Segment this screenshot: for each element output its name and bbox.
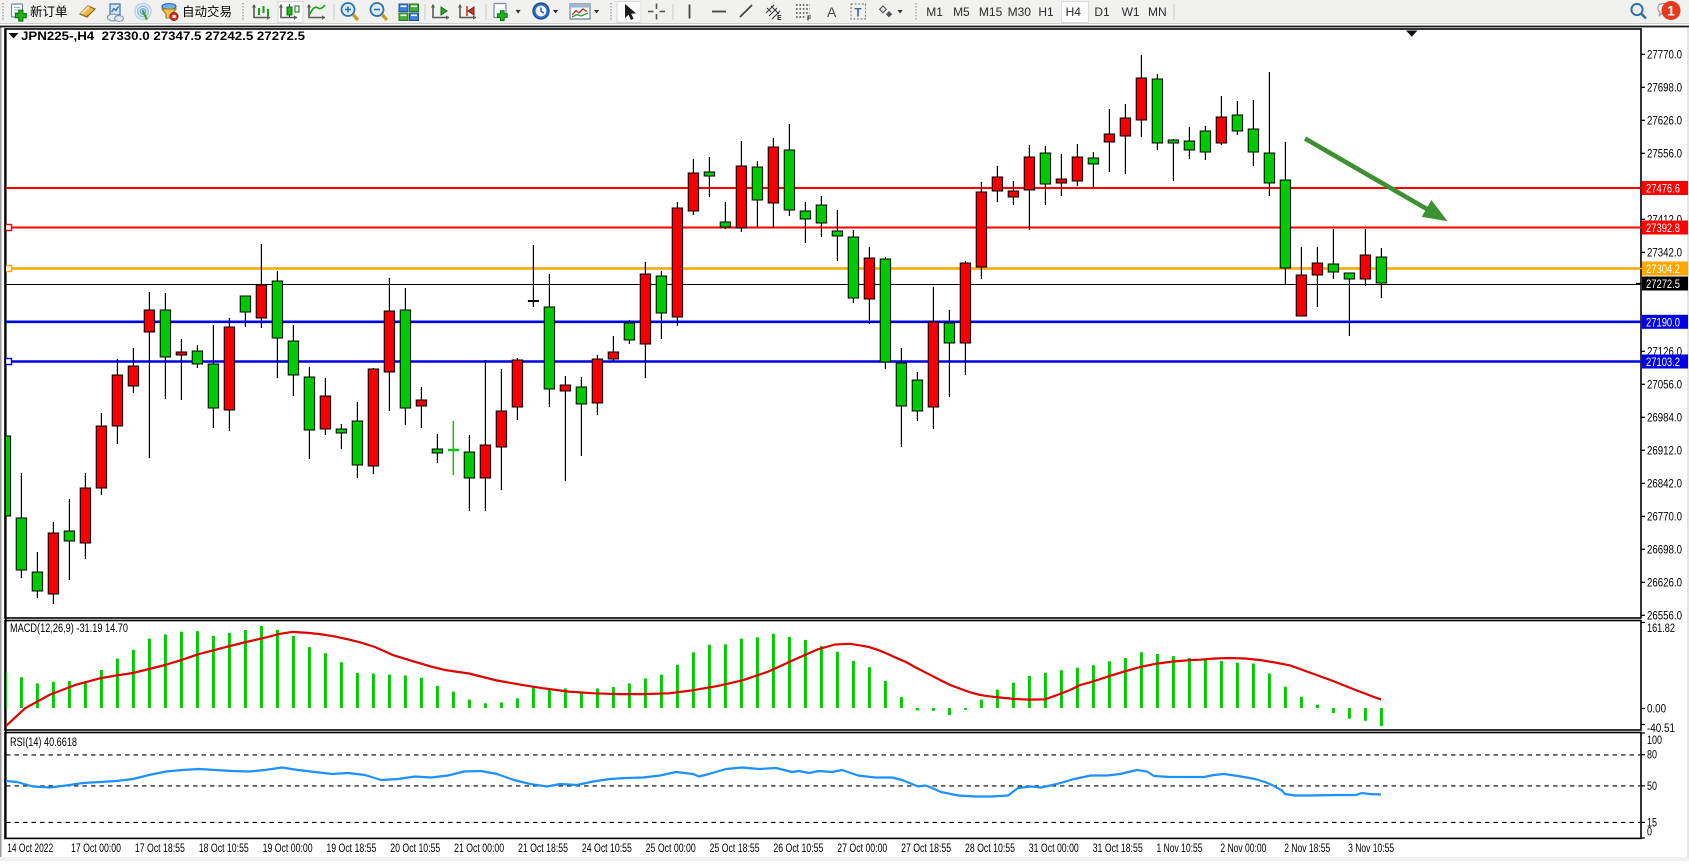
svg-text:14 Oct 2022: 14 Oct 2022 [7, 843, 53, 855]
svg-text:21 Oct 00:00: 21 Oct 00:00 [454, 843, 504, 855]
svg-text:H4: H4 [1066, 5, 1082, 19]
svg-text:MN: MN [1148, 5, 1167, 19]
svg-text:3 Nov 10:55: 3 Nov 10:55 [1348, 843, 1394, 855]
svg-text:31 Oct 00:00: 31 Oct 00:00 [1029, 843, 1079, 855]
svg-text:自动交易: 自动交易 [182, 4, 232, 19]
svg-text:T: T [855, 8, 862, 20]
svg-text:W1: W1 [1122, 5, 1140, 19]
svg-text:27392.8: 27392.8 [1646, 223, 1680, 235]
svg-text:80: 80 [1647, 750, 1657, 762]
svg-text:19 Oct 00:00: 19 Oct 00:00 [263, 843, 313, 855]
svg-text:D1: D1 [1094, 5, 1110, 19]
svg-text:26 Oct 10:55: 26 Oct 10:55 [773, 843, 823, 855]
svg-text:100: 100 [1647, 735, 1662, 747]
svg-text:27 Oct 00:00: 27 Oct 00:00 [837, 843, 887, 855]
svg-text:19 Oct 18:55: 19 Oct 18:55 [326, 843, 376, 855]
svg-text:27770.0: 27770.0 [1647, 49, 1682, 61]
svg-text:1 Nov 10:55: 1 Nov 10:55 [1157, 843, 1203, 855]
svg-text:31 Oct 18:55: 31 Oct 18:55 [1093, 843, 1143, 855]
svg-text:M1: M1 [926, 5, 943, 19]
svg-text:27342.0: 27342.0 [1647, 247, 1682, 259]
svg-text:26698.0: 26698.0 [1647, 544, 1682, 556]
svg-text:20 Oct 10:55: 20 Oct 10:55 [390, 843, 440, 855]
svg-text:27626.0: 27626.0 [1647, 115, 1682, 127]
svg-text:2 Nov 00:00: 2 Nov 00:00 [1220, 843, 1266, 855]
svg-text:26842.0: 26842.0 [1647, 478, 1682, 490]
svg-text:JPN225-,H4 27330.0 27347.5 27: JPN225-,H4 27330.0 27347.5 27242.5 27272… [21, 29, 305, 43]
svg-text:E: E [777, 15, 782, 22]
svg-text:M5: M5 [953, 5, 970, 19]
svg-text:28 Oct 10:55: 28 Oct 10:55 [965, 843, 1015, 855]
svg-text:2 Nov 18:55: 2 Nov 18:55 [1284, 843, 1330, 855]
svg-text:50: 50 [1647, 781, 1657, 793]
svg-text:H1: H1 [1038, 5, 1054, 19]
svg-text:17 Oct 00:00: 17 Oct 00:00 [71, 843, 121, 855]
svg-text:26770.0: 26770.0 [1647, 511, 1682, 523]
svg-text:27190.0: 27190.0 [1646, 317, 1680, 329]
svg-text:新订单: 新订单 [30, 4, 68, 19]
svg-text:27698.0: 27698.0 [1647, 82, 1682, 94]
svg-text:F: F [807, 16, 812, 23]
svg-text:17 Oct 18:55: 17 Oct 18:55 [135, 843, 185, 855]
svg-text:27476.6: 27476.6 [1646, 184, 1680, 196]
svg-text:27272.5: 27272.5 [1646, 279, 1680, 291]
svg-text:0: 0 [1647, 827, 1652, 839]
svg-text:18 Oct 10:55: 18 Oct 10:55 [199, 843, 249, 855]
svg-text:0.00: 0.00 [1647, 704, 1666, 716]
svg-text:26912.0: 26912.0 [1647, 445, 1682, 457]
svg-text:1: 1 [1667, 4, 1675, 19]
svg-text:M30: M30 [1008, 5, 1032, 19]
svg-text:MACD(12,26,9) -31.19 14.70: MACD(12,26,9) -31.19 14.70 [10, 623, 128, 635]
svg-text:A: A [827, 4, 837, 20]
svg-text:24 Oct 10:55: 24 Oct 10:55 [582, 843, 632, 855]
svg-text:25 Oct 00:00: 25 Oct 00:00 [646, 843, 696, 855]
svg-text:26556.0: 26556.0 [1647, 610, 1682, 622]
svg-text:M15: M15 [979, 5, 1003, 19]
svg-text:RSI(14) 40.6618: RSI(14) 40.6618 [10, 737, 77, 749]
svg-text:26626.0: 26626.0 [1647, 577, 1682, 589]
svg-text:27556.0: 27556.0 [1647, 148, 1682, 160]
svg-text:-40.51: -40.51 [1647, 723, 1675, 735]
svg-text:15: 15 [1647, 817, 1657, 829]
svg-text:26984.0: 26984.0 [1647, 412, 1682, 424]
svg-text:27056.0: 27056.0 [1647, 379, 1682, 391]
svg-text:27 Oct 18:55: 27 Oct 18:55 [901, 843, 951, 855]
svg-text:161.82: 161.82 [1647, 623, 1675, 635]
svg-text:25 Oct 18:55: 25 Oct 18:55 [710, 843, 760, 855]
svg-text:21 Oct 18:55: 21 Oct 18:55 [518, 843, 568, 855]
svg-text:27103.2: 27103.2 [1646, 357, 1680, 369]
svg-text:27304.2: 27304.2 [1646, 264, 1680, 276]
